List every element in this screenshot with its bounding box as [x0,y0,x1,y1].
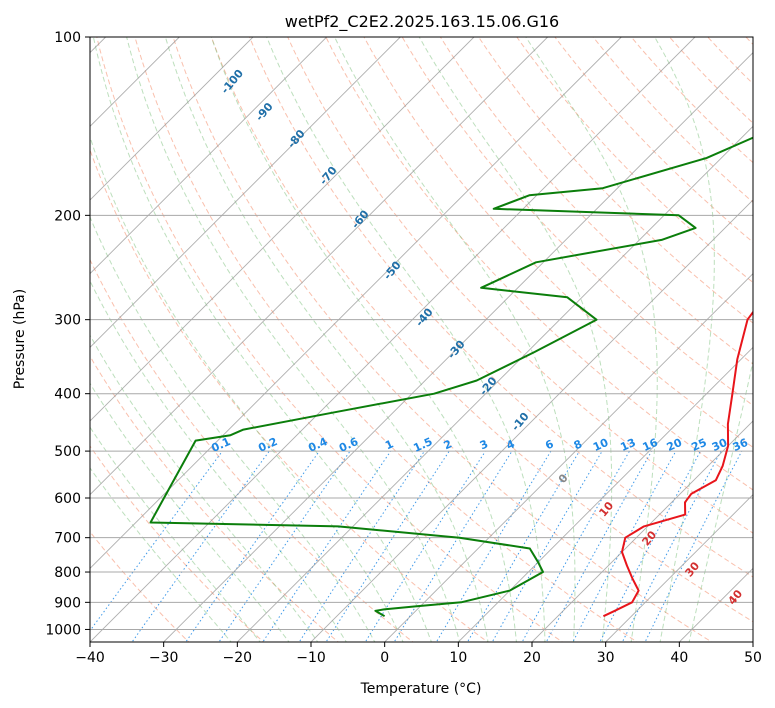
mixing-ratio-line [393,450,513,642]
mixing-ratio-label: 36 [731,436,751,454]
mixing-ratio-line [131,450,270,642]
dry-adiabat-line [287,37,753,534]
y-tick-label: 100 [54,30,81,46]
isotherm-line [605,494,753,642]
isotherm-line [90,37,622,569]
x-tick-label: 50 [744,650,762,666]
plot-frame [89,36,754,643]
isotherm-line [90,37,401,348]
dry-adiabat-line [363,37,753,448]
y-tick-label: 900 [54,595,81,611]
isotherm-line [90,37,254,201]
mixing-ratio-label: 10 [591,436,611,454]
chart-title: wetPf2_C2E2.2025.163.15.06.G16 [285,12,559,32]
mixing-ratio-label: 16 [641,436,661,454]
dry-adiabat-line [90,148,489,642]
dry-adiabat-line [248,37,753,578]
moist-adiabat-line [90,426,261,642]
x-tick-label: 30 [597,650,615,666]
isotherm-line [458,346,753,642]
mixing-ratio-label: 20 [665,436,685,454]
isotherm-line [237,125,753,642]
y-axis-label: Pressure (hPa) [12,289,28,389]
x-tick-label: −10 [296,650,326,666]
y-tick-label: 200 [54,208,81,224]
mixing-ratio-line [185,450,320,642]
mixing-ratio-line [466,450,580,642]
y-tick-label: 1000 [45,622,81,638]
dewpoint-profile-line [149,136,753,618]
x-tick-label: 20 [523,650,541,666]
y-tick-label: 700 [54,531,81,547]
moist-adiabat-line [90,135,404,642]
isotherm-line [531,420,753,642]
mixing-ratio-line [621,450,722,642]
y-tick-label: 300 [54,313,81,329]
mixing-ratio-line [218,450,351,642]
x-tick-label: −40 [75,650,105,666]
mixing-ratio-line [298,450,425,642]
mixing-ratio-line [325,450,450,642]
mixing-ratio-label: 25 [689,436,708,454]
x-tick-label: −30 [149,650,179,666]
dry-adiabat-line [401,37,753,406]
x-tick-label: 40 [670,650,688,666]
isotherm-line [90,37,327,275]
isotherm-line [310,199,753,642]
moist-adiabat-line [90,382,290,642]
dry-adiabat-line [172,37,713,642]
x-axis-label: Temperature (°C) [360,681,482,697]
mixing-ratio-line [262,450,392,642]
isotherm-line [90,37,548,496]
mixing-ratio-line [599,450,701,642]
temperature-profile-line [602,310,753,618]
moist-adiabat-line [90,467,232,642]
y-tick-label: 800 [54,565,81,581]
dry-adiabat-line [439,37,753,365]
mixing-ratio-label: 13 [618,436,637,454]
mixing-ratio-label: 30 [710,436,730,454]
isotherm-line [90,37,696,642]
y-tick-label: 400 [54,387,81,403]
moist-adiabat-line [92,37,432,642]
x-tick-label: −20 [223,650,253,666]
y-tick-label: 500 [54,444,81,460]
x-tick-label: 0 [380,650,389,666]
mixing-ratio-line [572,450,677,642]
isotherm-line [163,52,753,642]
mixing-ratio-line [90,450,223,632]
isotherm-line [90,37,475,422]
y-tick-label: 600 [54,491,81,507]
x-tick-label: 10 [449,650,467,666]
